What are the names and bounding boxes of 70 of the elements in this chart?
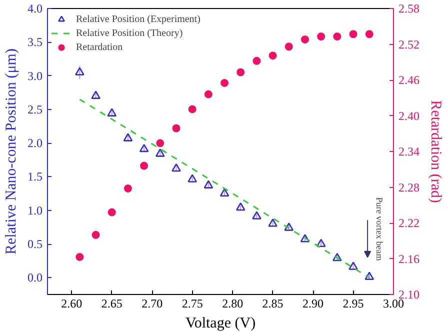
point: [220, 78, 229, 87]
y2-tick-label: 2.16: [398, 252, 420, 266]
point: [268, 52, 277, 60]
x-tick-label: 2.80: [222, 296, 244, 310]
y-tick-label: 3.0: [28, 68, 42, 83]
y2-tick-label: 2.52: [398, 37, 420, 52]
x-tick-label: 2.95: [342, 296, 364, 310]
point: [107, 108, 117, 116]
point: [188, 174, 197, 182]
x-axis-title: Voltage (V): [185, 316, 256, 332]
x-tick-label: 2.90: [302, 296, 324, 310]
y-tick-label: 0.5: [28, 237, 42, 252]
point: [124, 184, 132, 192]
point: [268, 218, 278, 227]
point: [204, 90, 212, 98]
y2-tick-label: 2.40: [398, 108, 420, 123]
legend-label: Retardation: [76, 40, 123, 54]
point: [300, 234, 310, 242]
point: [252, 56, 261, 65]
x-tick-label: 2.85: [262, 296, 284, 310]
y-tick-label: 4.0: [28, 2, 42, 16]
legend-label: Relative Position (Experiment): [76, 12, 200, 26]
point: [156, 148, 165, 157]
point: [300, 35, 309, 44]
point: [156, 139, 164, 148]
y-tick-label: 3.5: [28, 35, 42, 50]
point: [91, 90, 100, 99]
point: [284, 222, 294, 231]
point: [123, 133, 133, 142]
point: [252, 211, 262, 220]
point: [284, 42, 293, 51]
y-tick-label: 0.0: [28, 270, 42, 285]
point: [172, 163, 181, 172]
y-axis-title: Relative Nano-cone Position (μm): [4, 48, 20, 254]
x-tick-label: 2.75: [182, 296, 203, 310]
y2-tick-label: 2.28: [398, 180, 420, 194]
point: [333, 32, 342, 40]
y2-tick-label: 2.34: [398, 144, 420, 158]
y-tick-label: 2.5: [28, 102, 42, 116]
y2-axis-title: Retardation (rad): [428, 100, 444, 203]
point: [348, 262, 358, 270]
point: [108, 208, 116, 216]
point: [332, 252, 342, 262]
point: [317, 32, 326, 40]
legend-label: Relative Position (Theory): [76, 26, 183, 40]
point: [236, 202, 246, 211]
point: [75, 67, 84, 76]
annotation: Pure vortex beam: [374, 197, 384, 261]
point: [139, 144, 149, 152]
point: [349, 30, 358, 38]
point: [204, 180, 214, 188]
x-tick-label: 2.70: [142, 296, 163, 310]
x-tick-label: 2.60: [61, 296, 82, 310]
y-tick-label: 1.0: [28, 203, 42, 218]
y-tick-label: 1.5: [28, 170, 42, 184]
point: [365, 30, 374, 38]
y-tick-label: 2.0: [28, 136, 42, 150]
point: [140, 162, 148, 170]
y2-tick-label: 2.46: [398, 73, 420, 87]
point: [172, 124, 180, 132]
point: [76, 252, 84, 261]
point: [220, 188, 230, 197]
point: [188, 105, 196, 114]
point: [92, 230, 100, 239]
point: [236, 68, 245, 76]
y2-tick-label: 2.22: [398, 216, 420, 230]
point: [364, 272, 374, 280]
x-tick-label: 2.65: [101, 296, 122, 310]
y2-tick-label: 2.58: [398, 2, 420, 16]
point: [316, 238, 326, 247]
